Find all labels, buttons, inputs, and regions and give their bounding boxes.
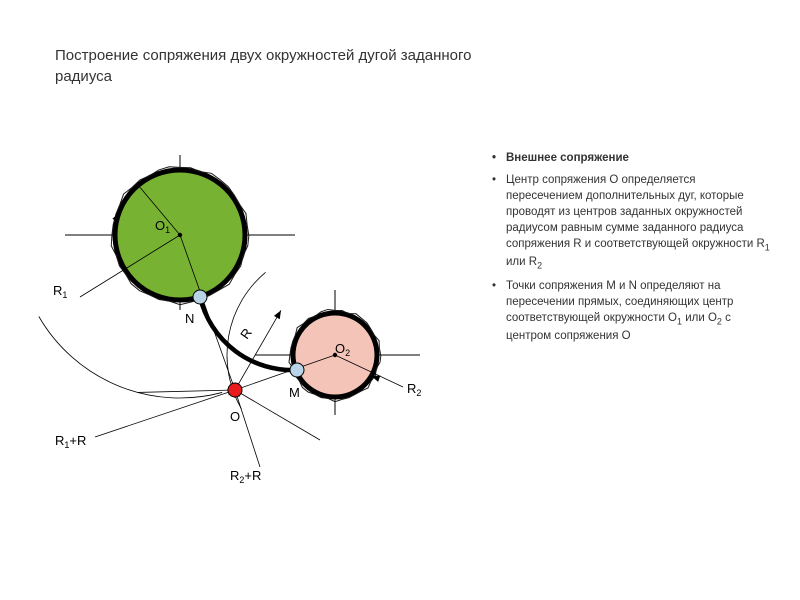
description-panel: Внешнее сопряжение Центр сопряжения O оп…	[490, 150, 770, 350]
svg-text:N: N	[185, 311, 194, 326]
title-line-2: радиуса	[55, 68, 112, 85]
svg-text:R: R	[237, 325, 255, 341]
diagram-svg: O1O2ONMRR1R2R1+RR2+R	[25, 135, 465, 515]
geometric-diagram: O1O2ONMRR1R2R1+RR2+R	[25, 135, 465, 515]
svg-text:R2+R: R2+R	[230, 468, 261, 485]
svg-text:R2: R2	[407, 381, 421, 398]
svg-text:M: M	[289, 385, 300, 400]
svg-text:R1: R1	[53, 283, 67, 300]
bullet-item-1: Центр сопряжения O определяется пересече…	[502, 172, 770, 272]
svg-text:R1+R: R1+R	[55, 433, 86, 450]
bullet-heading: Внешнее сопряжение	[502, 150, 770, 166]
bullet-item-2: Точки сопряжения M и N определяют на пер…	[502, 278, 770, 344]
svg-text:O: O	[230, 409, 240, 424]
title-line-1: Построение сопряжения двух окружностей д…	[55, 47, 472, 64]
page-title: Построение сопряжения двух окружностей д…	[55, 45, 575, 87]
